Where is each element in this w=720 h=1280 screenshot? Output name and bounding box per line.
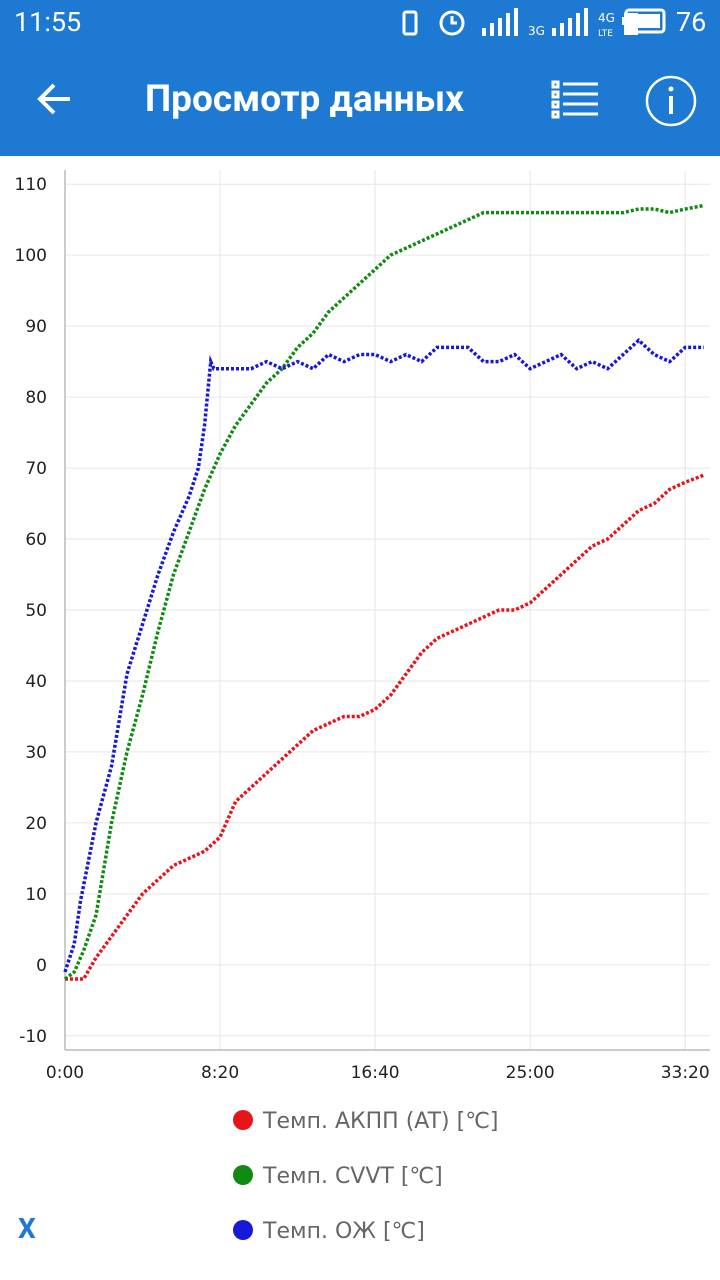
y-tick-label: 70 <box>25 459 47 479</box>
legend-label: Темп. ОЖ [℃] <box>262 1219 425 1244</box>
chart: -10 0 10 20 30 40 50 60 70 80 90 100 110 0:00 8:20 16:4… <box>15 170 710 1244</box>
list-button[interactable] <box>548 76 604 126</box>
status-icons: 3G 4G LTE <box>402 8 638 39</box>
battery-icon <box>622 8 666 34</box>
y-tick-label: 50 <box>25 601 47 621</box>
series-line <box>65 473 705 981</box>
close-button[interactable]: X <box>18 1212 36 1245</box>
status-4g: 4G <box>598 11 615 25</box>
x-tick-label: 8:20 <box>201 1063 239 1083</box>
series-line <box>63 203 705 981</box>
legend-marker <box>233 1165 253 1185</box>
y-tick-label: 40 <box>25 672 47 692</box>
status-time: 11:55 <box>14 6 82 38</box>
y-tick-label: 80 <box>25 388 47 408</box>
x-tick-label: 33:20 <box>661 1063 710 1083</box>
y-tick-label: 110 <box>15 175 47 195</box>
app-bar: 11:55 3G 4G LTE 76 Просмотр данных <box>0 0 720 156</box>
y-tick-label: 90 <box>25 317 47 337</box>
status-battery: 76 <box>676 6 707 38</box>
legend-label: Темп. CVVT [℃] <box>262 1164 443 1189</box>
y-tick-label: 30 <box>25 743 47 763</box>
status-lte: LTE <box>598 29 613 39</box>
y-tick-label: 0 <box>36 956 47 976</box>
y-tick-label: 10 <box>25 885 47 905</box>
legend-label: Темп. АКПП (AT) [℃] <box>262 1109 499 1134</box>
back-button[interactable] <box>30 74 80 124</box>
y-tick-label: 100 <box>15 246 47 266</box>
screen-title: Просмотр данных <box>145 78 464 121</box>
y-tick-label: 20 <box>25 814 47 834</box>
y-tick-label: 60 <box>25 530 47 550</box>
y-tick-label: -10 <box>19 1027 47 1047</box>
legend-marker <box>233 1110 253 1130</box>
x-tick-label: 25:00 <box>506 1063 555 1083</box>
status-3g: 3G <box>528 24 545 38</box>
x-tick-label: 16:40 <box>351 1063 400 1083</box>
info-button[interactable] <box>643 73 699 129</box>
legend-marker <box>233 1220 253 1240</box>
x-tick-label: 0:00 <box>46 1063 84 1083</box>
